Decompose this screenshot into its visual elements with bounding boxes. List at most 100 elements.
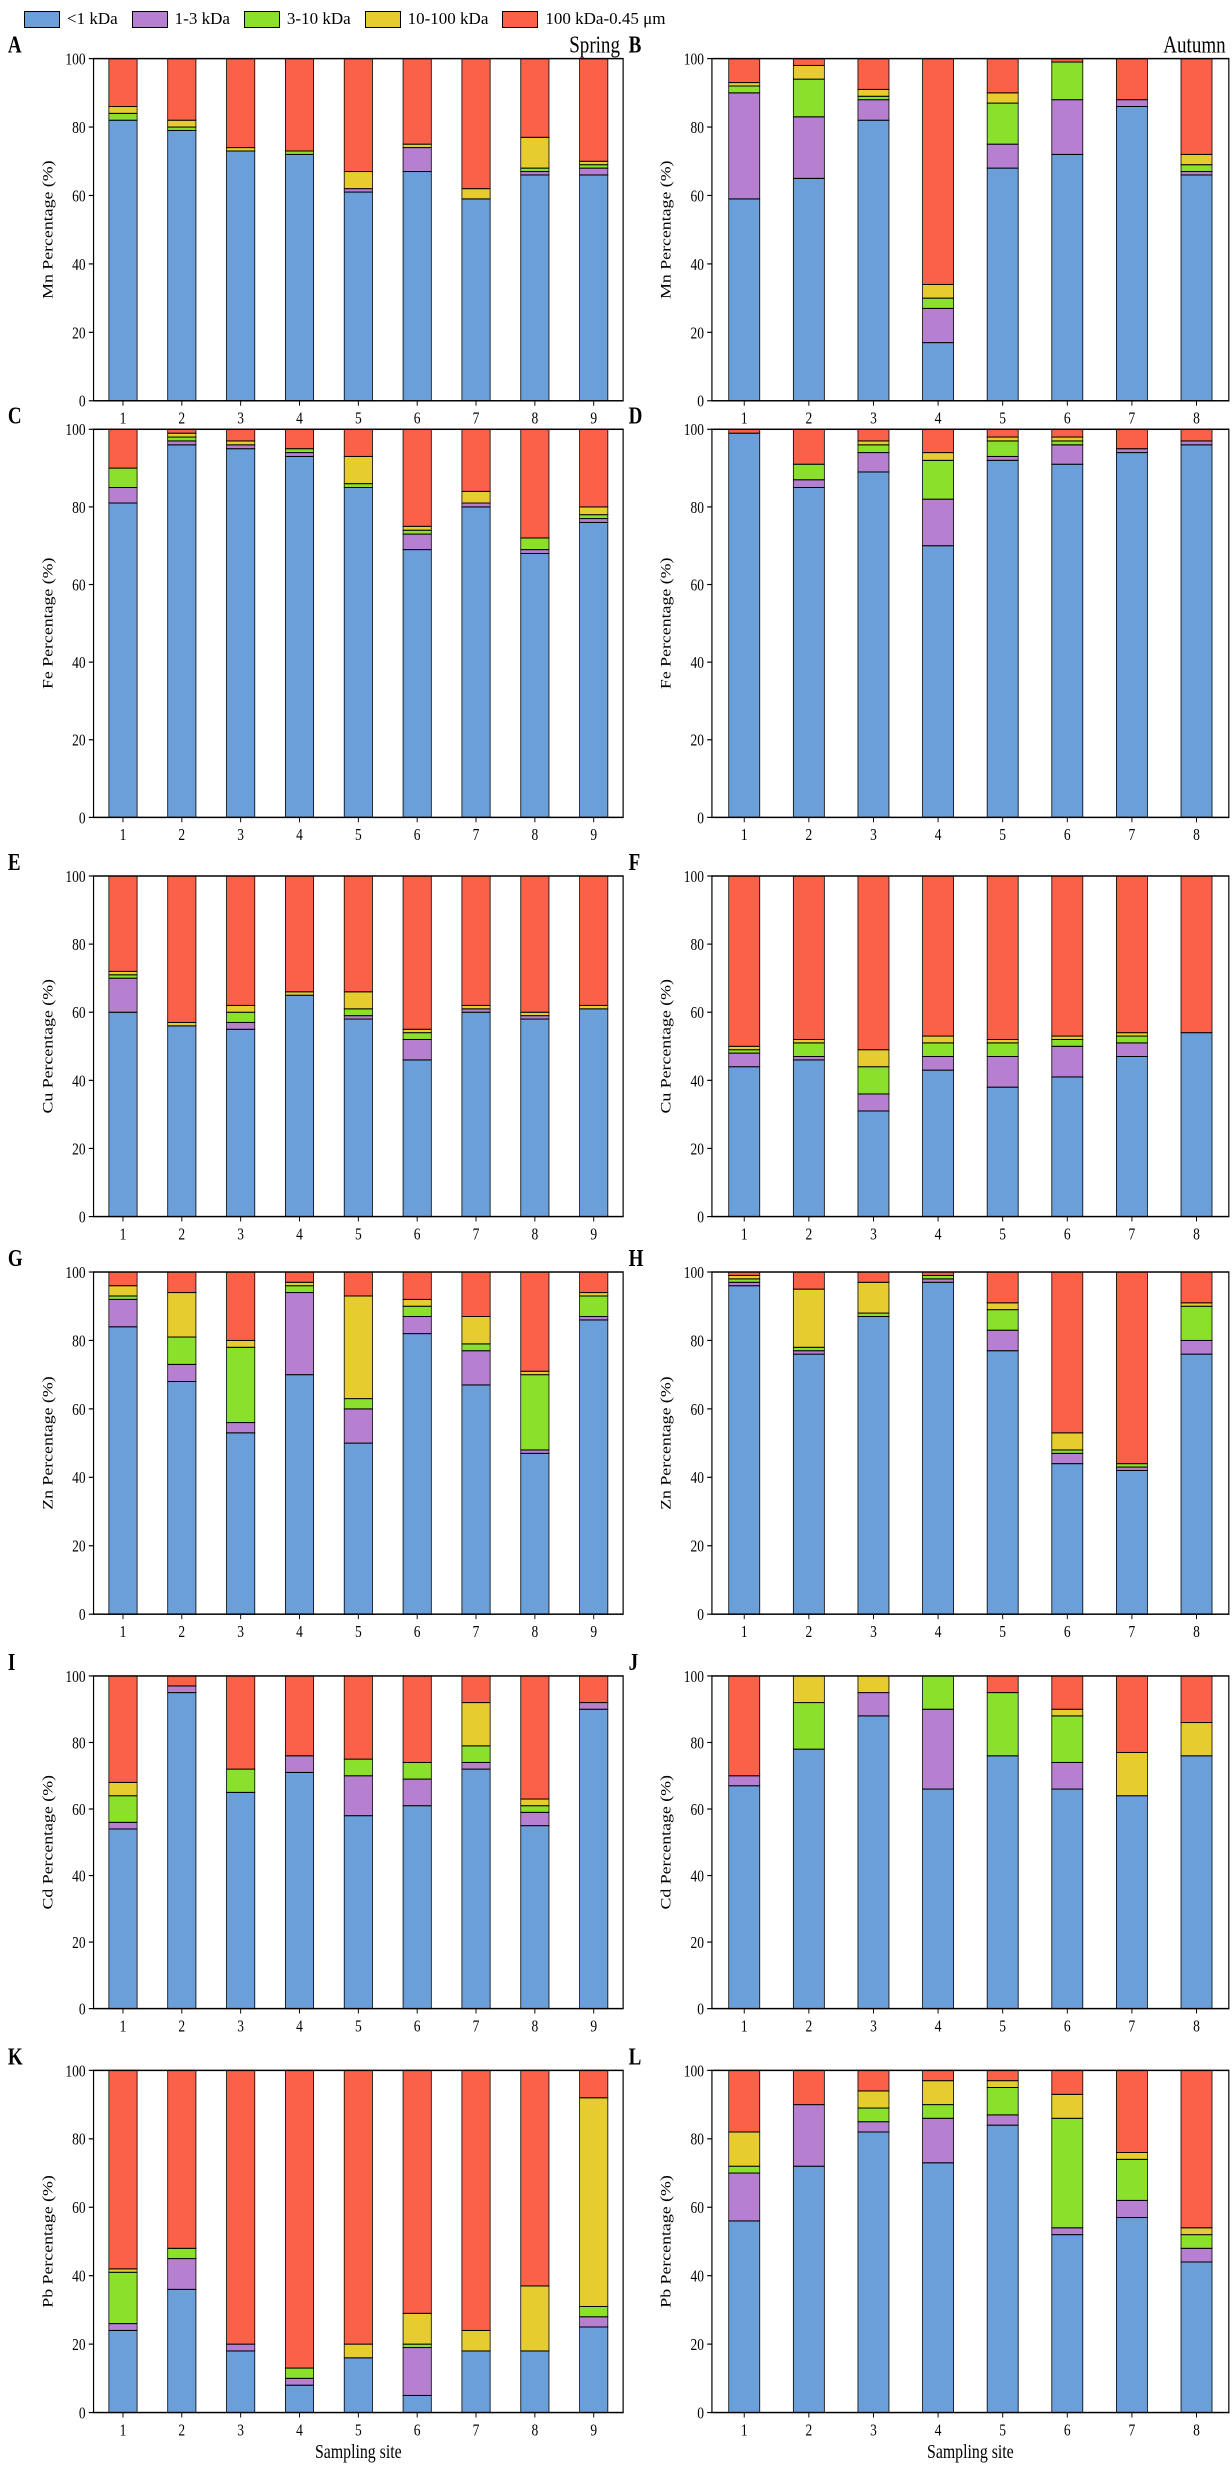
panel-b-bar-site4-series1 bbox=[922, 307, 954, 344]
panel-k-xlabel: Sampling site bbox=[315, 2440, 402, 2462]
panel-i-ytick-label-0: 0 bbox=[79, 2000, 86, 2019]
panel-c-xtick-label-5: 5 bbox=[355, 826, 362, 845]
panel-f-bar-site2-series3 bbox=[792, 1038, 825, 1044]
panel-l-bar-site1-series0 bbox=[728, 2220, 761, 2414]
panel-a-bar-site9-series1 bbox=[579, 167, 609, 176]
panel-h-xtick-label-6: 6 bbox=[1064, 1623, 1071, 1642]
panel-b-xtick-label-2: 2 bbox=[805, 409, 812, 428]
panel-k-bar-site9-series1 bbox=[579, 2316, 609, 2328]
panel-g-bar-site3-series2 bbox=[226, 1346, 256, 1424]
panel-k-bar-site1-series4 bbox=[108, 2069, 138, 2270]
panel-d-bar-site7-series4 bbox=[1116, 428, 1148, 450]
panel-i-bar-site9-series1 bbox=[579, 1702, 609, 1710]
panel-l-bar-site4-series3 bbox=[922, 2080, 954, 2106]
panel-j-bar-site2-series3 bbox=[792, 1675, 825, 1704]
panel-d-bar-site5-series0 bbox=[986, 459, 1019, 818]
panel-b-ytick-label-0: 0 bbox=[697, 392, 704, 411]
panel-h-bar-site1-series1 bbox=[728, 1281, 761, 1287]
panel-c-bar-site6-series4 bbox=[402, 428, 432, 527]
panel-g-ytick-label-100: 100 bbox=[65, 1264, 86, 1283]
panel-k-bar-site1-series0 bbox=[108, 2329, 138, 2414]
panel-g-bar-site2-series0 bbox=[167, 1381, 197, 1615]
panel-i-bar-site5-series0 bbox=[343, 1815, 373, 2010]
panel-g-bar-site2-series4 bbox=[167, 1271, 197, 1294]
panel-i-ytick-label-60: 60 bbox=[72, 1801, 86, 1820]
panel-f-bar-site6-series1 bbox=[1051, 1045, 1084, 1078]
panel-c-bar-site4-series0 bbox=[284, 455, 315, 818]
legend-swatch-1-3kda bbox=[131, 10, 168, 28]
panel-e-xtick-label-2: 2 bbox=[178, 1225, 185, 1244]
panel-k-xtick-label-3: 3 bbox=[237, 2421, 244, 2440]
panel-g-bar-site2-series2 bbox=[167, 1336, 197, 1365]
panel-g-bar-site5-series4 bbox=[343, 1271, 373, 1297]
panel-b-bar-site8-series3 bbox=[1180, 153, 1213, 166]
panel-e-bar-site5-series3 bbox=[343, 991, 373, 1010]
panel-e-ytick-label-0: 0 bbox=[79, 1208, 86, 1227]
panel-c-bar-site7-series3 bbox=[461, 490, 491, 504]
panel-d-ytick-label-0: 0 bbox=[697, 809, 704, 828]
panel-i-bar-site6-series2 bbox=[402, 1761, 432, 1780]
panel-d-bar-site4-series4 bbox=[922, 428, 954, 454]
panel-g-bar-site5-series1 bbox=[343, 1408, 373, 1444]
panel-j-bar-site3-series3 bbox=[857, 1675, 890, 1694]
panel-a-xtick-label-1: 1 bbox=[120, 409, 127, 428]
panel-k-bar-site2-series4 bbox=[167, 2069, 197, 2249]
panel-f-bar-site3-series0 bbox=[857, 1110, 890, 1218]
panel-l-bar-site4-series4 bbox=[922, 2069, 954, 2082]
panel-f-bar-site4-series1 bbox=[922, 1056, 954, 1071]
panel-i-xtick-label-3: 3 bbox=[237, 2017, 244, 2036]
panel-j-bar-site8-series3 bbox=[1180, 1722, 1213, 1757]
panel-j-bar-site2-series2 bbox=[792, 1702, 825, 1750]
panel-l-bar-site7-series2 bbox=[1116, 2158, 1148, 2201]
panel-i-bar-site7-series0 bbox=[461, 1768, 491, 2010]
panel-i-bar-site5-series1 bbox=[343, 1775, 373, 1817]
panel-h-bar-site1-series0 bbox=[728, 1285, 761, 1615]
panel-j-bar-site4-series1 bbox=[922, 1708, 954, 1790]
panel-h-xtick-label-7: 7 bbox=[1129, 1623, 1136, 1642]
panel-b-bar-site7-series4 bbox=[1116, 58, 1148, 101]
panel-h-ytick-label-0: 0 bbox=[697, 1606, 704, 1625]
panel-i-bar-site2-series1 bbox=[167, 1685, 197, 1694]
panel-g-ytick-label-0: 0 bbox=[79, 1606, 86, 1625]
panel-h-bar-site3-series2 bbox=[857, 1312, 890, 1317]
panel-b-xtick-label-3: 3 bbox=[870, 409, 877, 428]
panel-b-xtick-label-6: 6 bbox=[1064, 409, 1071, 428]
panel-d-bar-site8-series0 bbox=[1180, 444, 1213, 818]
panel-e-bar-site3-series4 bbox=[226, 875, 256, 1006]
panel-g-bar-site8-series4 bbox=[520, 1271, 550, 1372]
panel-g-letter: G bbox=[8, 1245, 23, 1271]
panel-h-xtick-label-1: 1 bbox=[741, 1623, 748, 1642]
panel-a-bar-site7-series0 bbox=[461, 198, 491, 402]
panel-j-letter: J bbox=[629, 1649, 639, 1675]
panel-c-xtick-label-8: 8 bbox=[532, 826, 539, 845]
panel-c-bar-site2-series3 bbox=[167, 432, 197, 438]
panel-f-bar-site7-series2 bbox=[1116, 1035, 1148, 1044]
panel-g-plot-frame bbox=[92, 1271, 624, 1615]
panel-d-bar-site6-series2 bbox=[1051, 440, 1084, 446]
panel-i-bar-site8-series4 bbox=[520, 1675, 550, 1800]
panel-j-xtick-label-4: 4 bbox=[935, 2017, 942, 2036]
panel-b-ytick-label-60: 60 bbox=[691, 187, 705, 206]
panel-g-bar-site7-series3 bbox=[461, 1316, 491, 1345]
panel-e-ytick-label-60: 60 bbox=[72, 1004, 86, 1023]
panel-c-bar-site1-series4 bbox=[108, 428, 138, 469]
panel-f-bar-site1-series2 bbox=[728, 1049, 761, 1054]
panel-k-xtick-label-9: 9 bbox=[590, 2421, 597, 2440]
panel-l-bar-site6-series1 bbox=[1051, 2227, 1084, 2236]
panel-f-letter: F bbox=[629, 849, 641, 875]
panel-a-bar-site4-series4 bbox=[284, 58, 315, 152]
panel-f-bar-site7-series4 bbox=[1116, 875, 1148, 1034]
panel-g-bar-site9-series2 bbox=[579, 1295, 609, 1317]
panel-l-bar-site5-series1 bbox=[986, 2114, 1019, 2126]
panel-c-xtick-label-2: 2 bbox=[178, 826, 185, 845]
panel-l-bar-site5-series2 bbox=[986, 2086, 1019, 2116]
panel-e-bar-site1-series0 bbox=[108, 1011, 138, 1218]
panel-j-bar-site6-series0 bbox=[1051, 1788, 1084, 2010]
panel-h-ytick-label-40: 40 bbox=[691, 1469, 705, 1488]
panel-c-bar-site3-series4 bbox=[226, 428, 256, 442]
panel-l-letter: L bbox=[629, 2043, 642, 2069]
panel-k-bar-site3-series1 bbox=[226, 2343, 256, 2352]
panel-a-bar-site1-series2 bbox=[108, 112, 138, 121]
